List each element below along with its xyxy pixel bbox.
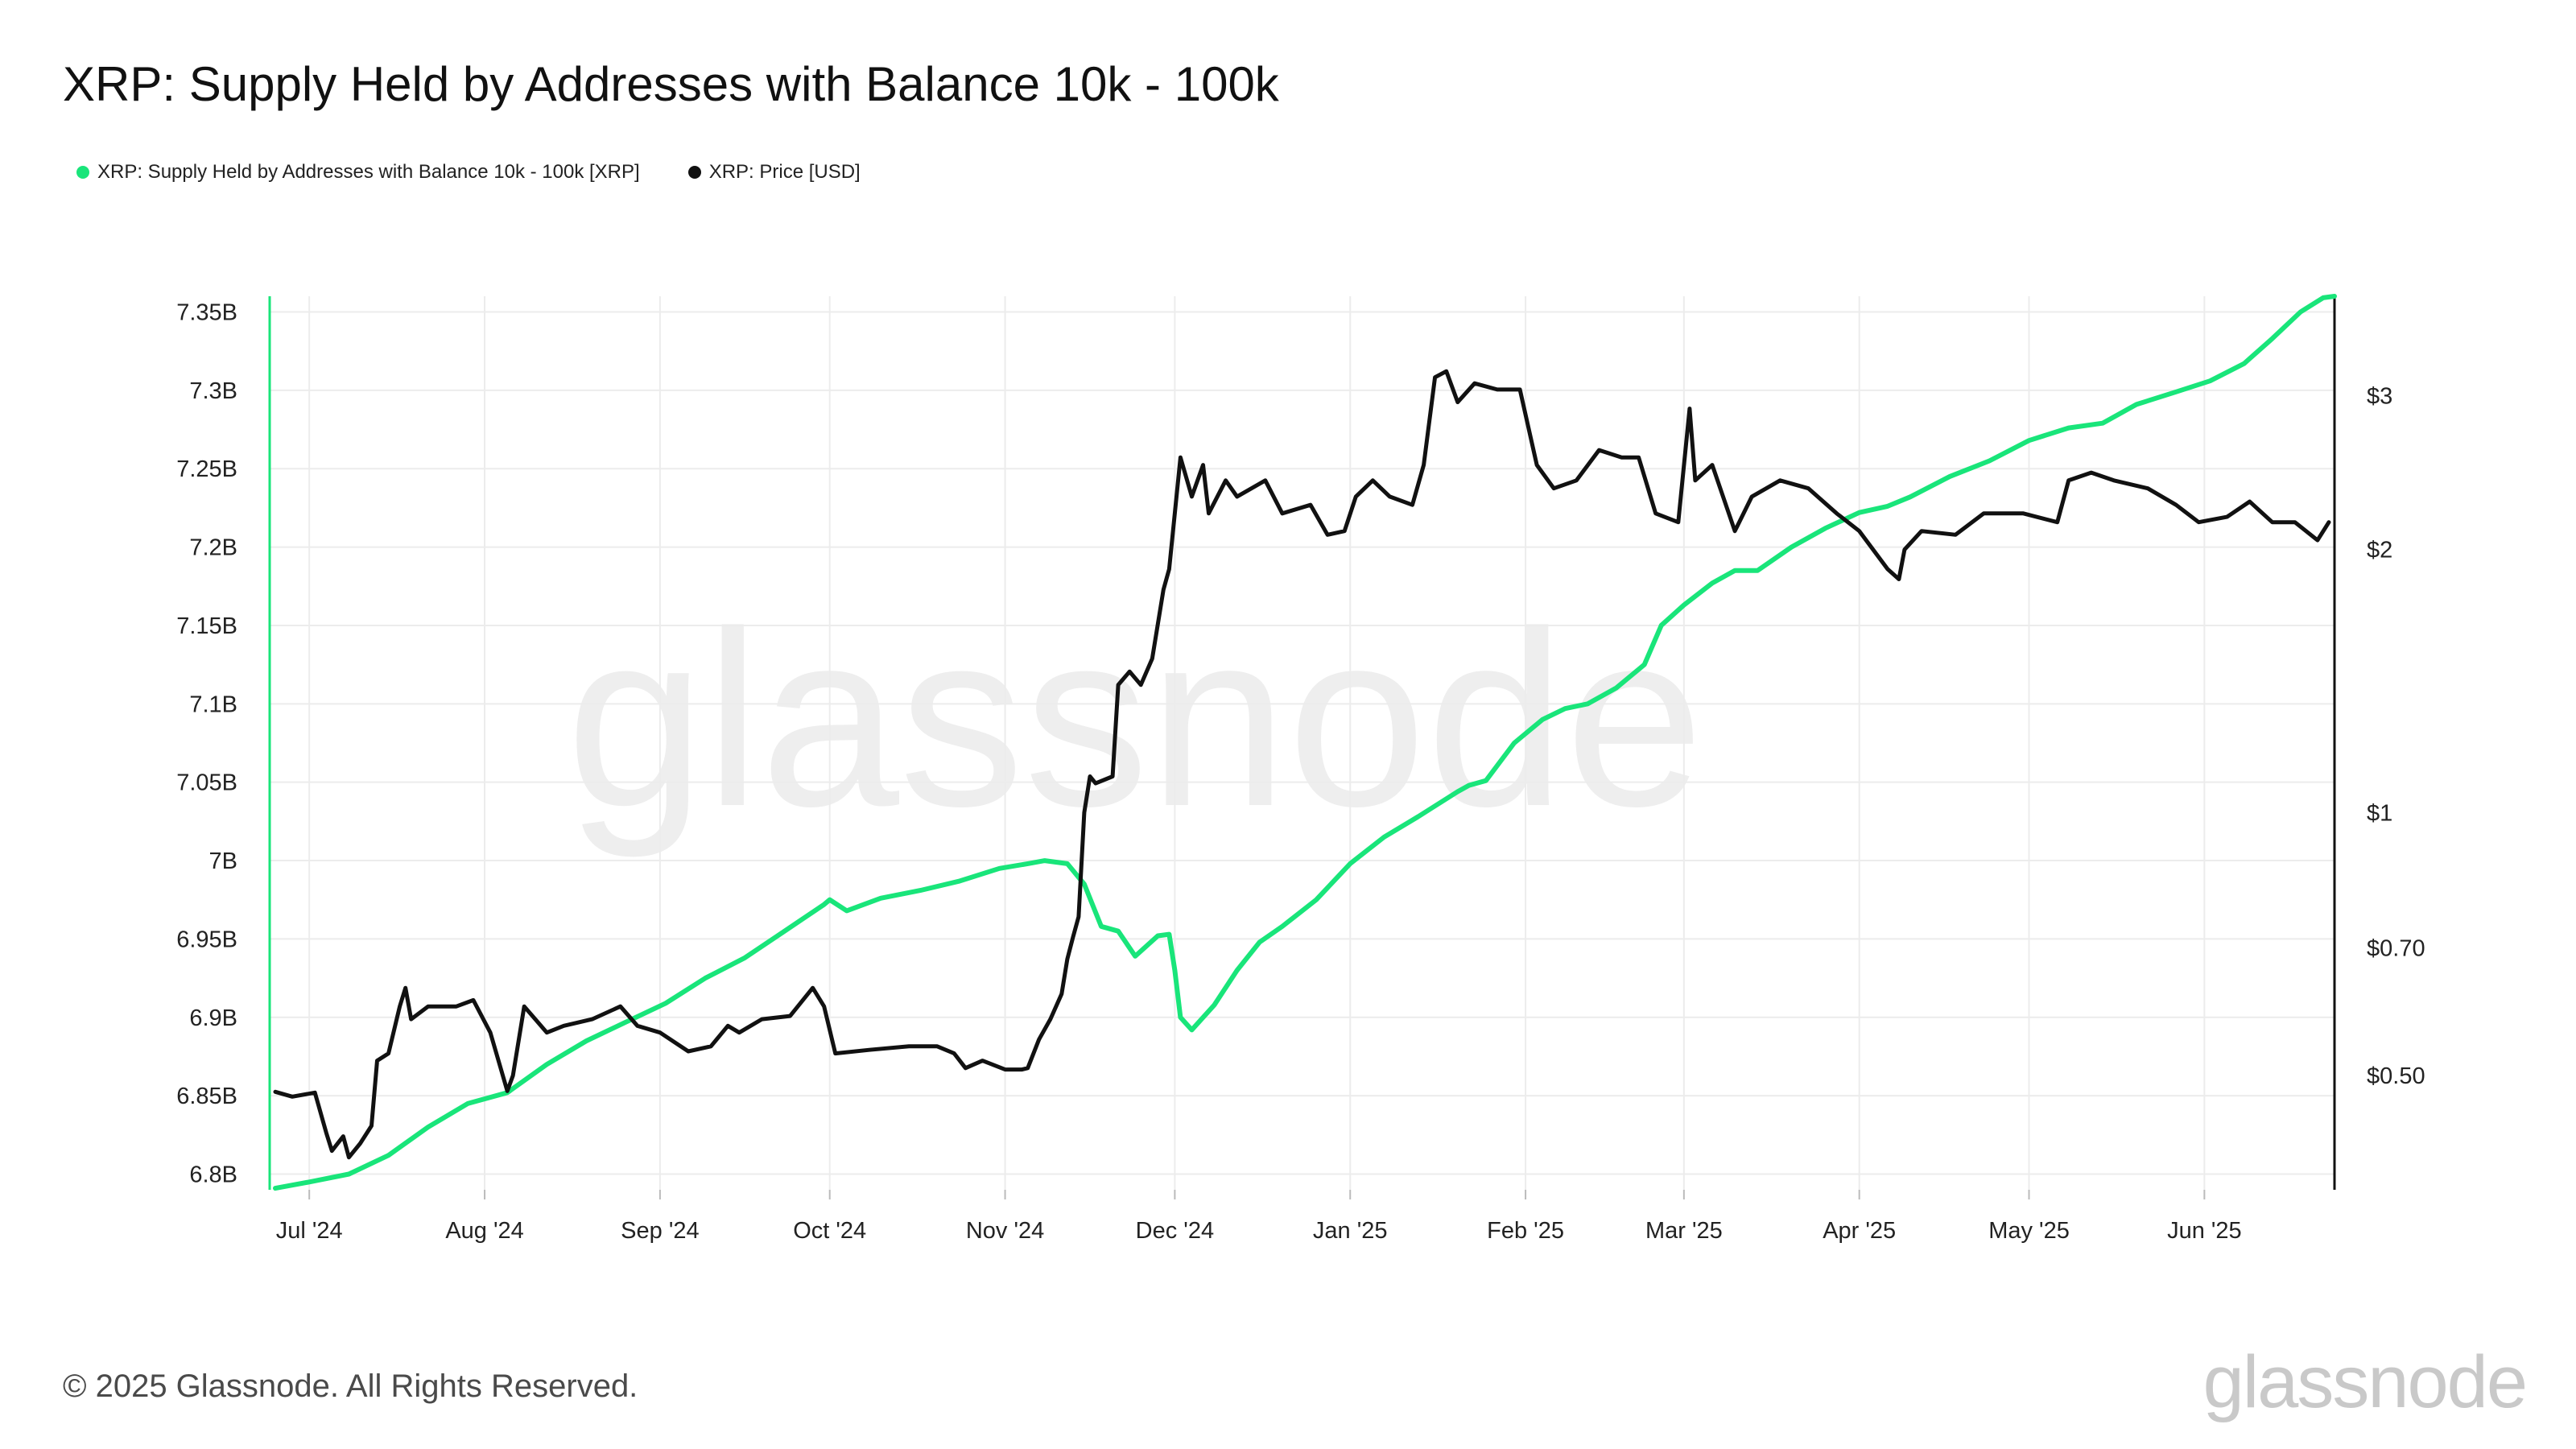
x-tick-label: Dec '24 [1136, 1218, 1214, 1244]
series-layer [273, 294, 2337, 1191]
x-tick-label: Jan '25 [1313, 1218, 1388, 1244]
chart-title: XRP: Supply Held by Addresses with Balan… [63, 57, 1279, 111]
legend-swatch-price [687, 166, 701, 179]
y-right-tick-label: $3 [2367, 384, 2392, 410]
x-tick-label: May '25 [1988, 1218, 2070, 1244]
x-tick-label: Oct '24 [793, 1218, 866, 1244]
y-right-tick-label: $0.50 [2367, 1063, 2425, 1089]
copyright-footer: © 2025 Glassnode. All Rights Reserved. [63, 1368, 638, 1404]
legend-item-supply[interactable]: XRP: Supply Held by Addresses with Balan… [76, 161, 640, 184]
y-left-tick-label: 7.05B [176, 770, 237, 796]
y-left-tick-label: 7.3B [189, 378, 237, 404]
grid-layer [270, 296, 2334, 1190]
y-left-tick-label: 6.9B [189, 1005, 237, 1031]
series-line-supply [273, 294, 2337, 1191]
legend-label-price: XRP: Price [USD] [708, 161, 861, 183]
axis-layer: 7.35B 7.3B 7.25B 7.2B 7.15B 7.1B 7.05B 7B 6.95B 6… [176, 296, 2425, 1244]
x-tick-label: Apr '25 [1823, 1218, 1896, 1244]
glassnode-logo: glassnode [2202, 1341, 2528, 1423]
x-tick-label: Aug '24 [445, 1218, 523, 1244]
y-left-tick-label: 7.15B [176, 613, 237, 639]
x-tick-label: Mar '25 [1645, 1218, 1723, 1244]
x-tick-label: Nov '24 [966, 1218, 1044, 1244]
legend-swatch-supply [76, 166, 89, 179]
y-left-tick-label: 7.2B [189, 535, 237, 561]
series-line-price [273, 369, 2331, 1160]
x-tick-label: Sep '24 [621, 1218, 699, 1244]
y-left-tick-label: 7.25B [176, 456, 237, 482]
y-left-tick-label: 6.95B [176, 927, 237, 952]
y-left-tick-label: 6.85B [176, 1084, 237, 1109]
y-left-tick-label: 7.1B [189, 691, 237, 717]
y-left-tick-label: 7.35B [176, 299, 237, 325]
chart-watermark: glassnode [566, 579, 1703, 860]
y-right-tick-label: $1 [2367, 800, 2392, 826]
legend: XRP: Supply Held by Addresses with Balan… [76, 161, 861, 184]
x-tick-label: Jun '25 [2167, 1218, 2242, 1244]
legend-item-price[interactable]: XRP: Price [USD] [687, 161, 861, 184]
y-left-tick-label: 7B [209, 848, 237, 874]
y-right-tick-label: $2 [2367, 538, 2392, 564]
x-tick-label: Jul '24 [276, 1218, 343, 1244]
legend-label-supply: XRP: Supply Held by Addresses with Balan… [97, 161, 640, 183]
x-tick-label: Feb '25 [1487, 1218, 1564, 1244]
y-right-tick-label: $0.70 [2367, 936, 2425, 962]
y-left-tick-label: 6.8B [189, 1162, 237, 1188]
